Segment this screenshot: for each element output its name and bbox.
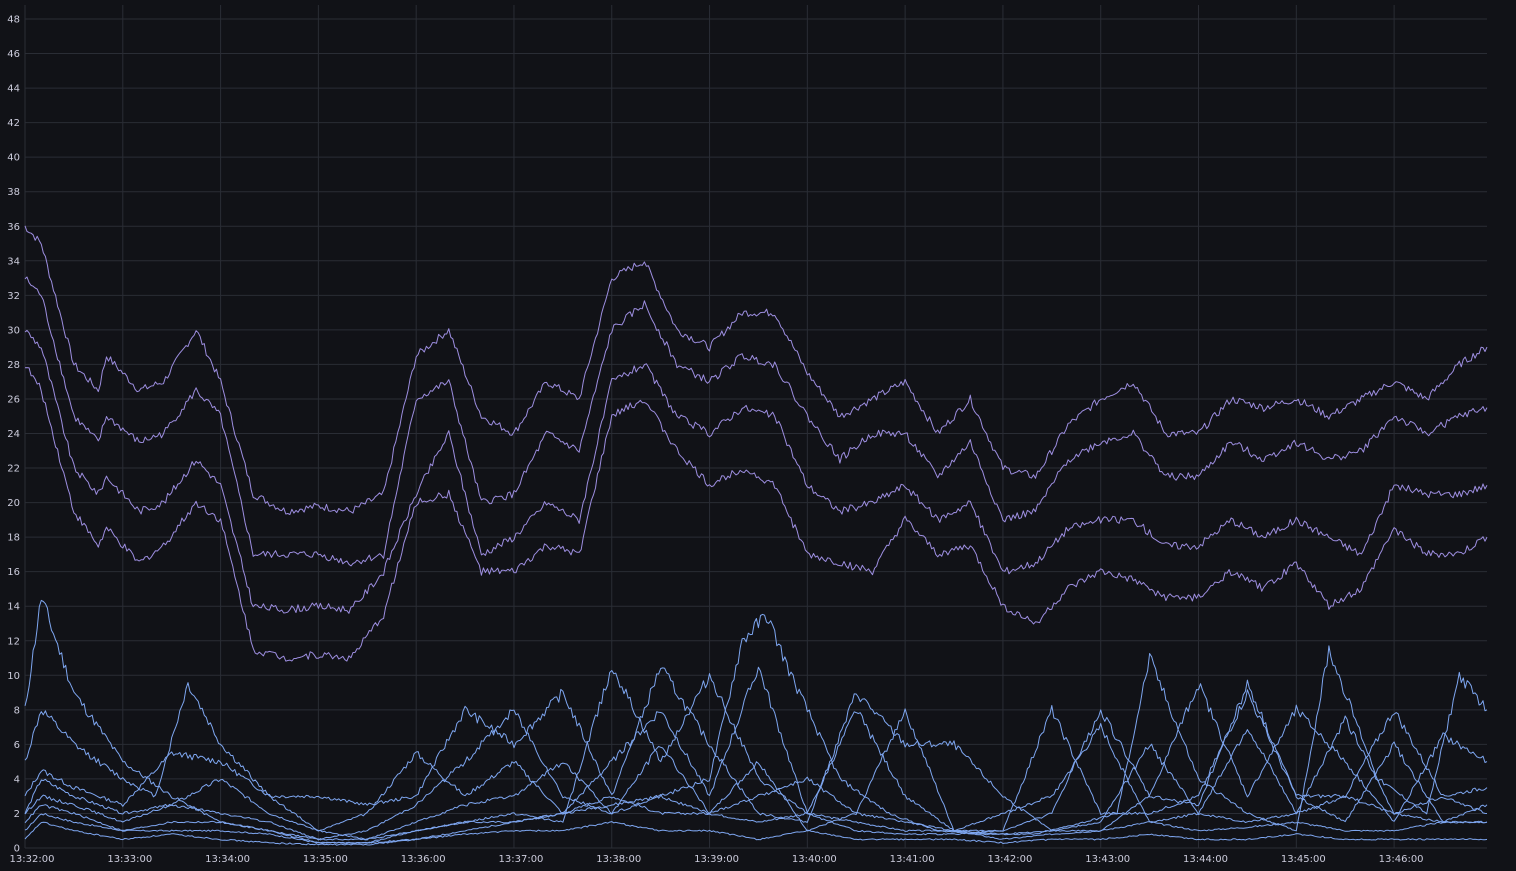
y-tick-label: 48 xyxy=(7,15,20,26)
series-line-1 xyxy=(24,225,1488,515)
y-tick-label: 46 xyxy=(7,49,20,60)
y-axis-ticks: 0246810121416182022242628303234363840424… xyxy=(7,15,20,855)
series-line-11 xyxy=(24,796,1488,844)
series-line-10 xyxy=(24,743,1488,841)
y-tick-label: 42 xyxy=(7,118,20,129)
x-tick-label: 13:42:00 xyxy=(987,854,1032,865)
y-tick-label: 24 xyxy=(7,429,20,440)
x-tick-label: 13:45:00 xyxy=(1281,854,1326,865)
x-tick-label: 13:32:00 xyxy=(10,854,55,865)
x-tick-label: 13:36:00 xyxy=(401,854,446,865)
y-tick-label: 38 xyxy=(7,187,20,198)
series-lines xyxy=(24,225,1488,846)
series-line-7 xyxy=(24,667,1488,832)
y-tick-label: 14 xyxy=(7,602,20,613)
y-tick-label: 36 xyxy=(7,222,20,233)
y-tick-label: 44 xyxy=(7,84,20,95)
series-line-3 xyxy=(24,329,1488,614)
y-tick-label: 6 xyxy=(14,740,20,751)
y-tick-label: 0 xyxy=(14,844,20,855)
x-tick-label: 13:38:00 xyxy=(596,854,641,865)
series-line-12 xyxy=(24,821,1488,846)
x-tick-label: 13:35:00 xyxy=(303,854,348,865)
y-tick-label: 26 xyxy=(7,394,20,405)
x-tick-label: 13:41:00 xyxy=(890,854,935,865)
y-tick-label: 40 xyxy=(7,153,20,164)
series-line-2 xyxy=(24,276,1488,567)
x-tick-label: 13:40:00 xyxy=(792,854,837,865)
y-tick-label: 12 xyxy=(7,636,20,647)
x-tick-label: 13:43:00 xyxy=(1085,854,1130,865)
series-line-6 xyxy=(24,670,1488,840)
y-tick-label: 28 xyxy=(7,360,20,371)
x-tick-label: 13:44:00 xyxy=(1183,854,1228,865)
y-tick-label: 16 xyxy=(7,567,20,578)
x-axis-ticks: 13:32:00 13:33:00 13:34:00 13:35:00 13:36:00… xyxy=(10,854,1424,865)
y-tick-label: 4 xyxy=(14,774,20,785)
x-tick-label: 13:39:00 xyxy=(694,854,739,865)
series-line-9 xyxy=(24,708,1488,841)
series-line-8 xyxy=(24,666,1488,832)
x-tick-label: 13:46:00 xyxy=(1379,854,1424,865)
y-tick-label: 2 xyxy=(14,809,20,820)
y-tick-label: 10 xyxy=(7,671,20,682)
x-tick-label: 13:34:00 xyxy=(205,854,250,865)
y-tick-label: 20 xyxy=(7,498,20,509)
x-tick-label: 13:33:00 xyxy=(107,854,152,865)
y-tick-label: 18 xyxy=(7,533,20,544)
y-tick-label: 30 xyxy=(7,325,20,336)
y-tick-label: 34 xyxy=(7,256,20,267)
y-tick-label: 22 xyxy=(7,464,20,475)
y-tick-label: 8 xyxy=(14,705,20,716)
series-line-4 xyxy=(24,367,1488,662)
x-tick-label: 13:37:00 xyxy=(499,854,544,865)
y-tick-label: 32 xyxy=(7,291,20,302)
